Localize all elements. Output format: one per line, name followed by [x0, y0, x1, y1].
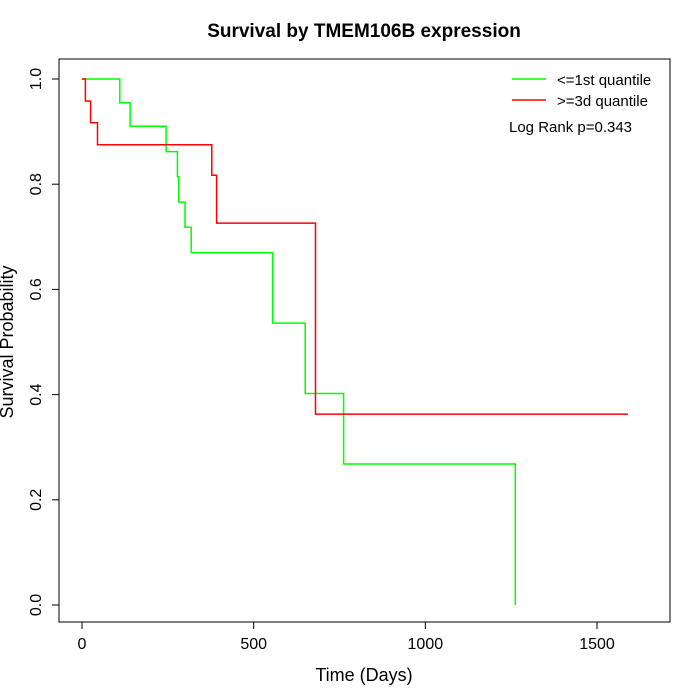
- legend-label-low: <=1st quantile: [557, 72, 651, 89]
- chart-title: Survival by TMEM106B expression: [207, 21, 521, 42]
- series-line-high: [82, 78, 628, 415]
- y-axis-label: Survival Probability: [0, 265, 17, 418]
- series-group: [82, 78, 628, 605]
- y-tick-label: 0.6: [28, 278, 45, 300]
- y-tick-label: 0.4: [28, 383, 45, 405]
- legend-label-high: >=3d quantile: [557, 93, 648, 110]
- legend: <=1st quantile >=3d quantile: [512, 72, 651, 110]
- plot-frame: [58, 58, 671, 623]
- x-axis-label: Time (Days): [315, 665, 412, 685]
- x-axis: 0 500 1000 1500: [78, 621, 615, 653]
- y-tick-label: 0.8: [28, 173, 45, 195]
- y-axis: 0.0 0.2 0.4 0.6 0.8 1.0: [28, 68, 60, 616]
- y-tick-label: 0.2: [28, 489, 45, 511]
- x-tick-label: 1500: [579, 636, 615, 653]
- log-rank-annotation: Log Rank p=0.343: [509, 119, 632, 136]
- series-line-low: [82, 78, 517, 605]
- x-tick-label: 500: [240, 636, 267, 653]
- x-tick-label: 0: [78, 636, 87, 653]
- y-tick-label: 0.0: [28, 594, 45, 616]
- x-tick-label: 1000: [408, 636, 444, 653]
- y-tick-label: 1.0: [28, 68, 45, 90]
